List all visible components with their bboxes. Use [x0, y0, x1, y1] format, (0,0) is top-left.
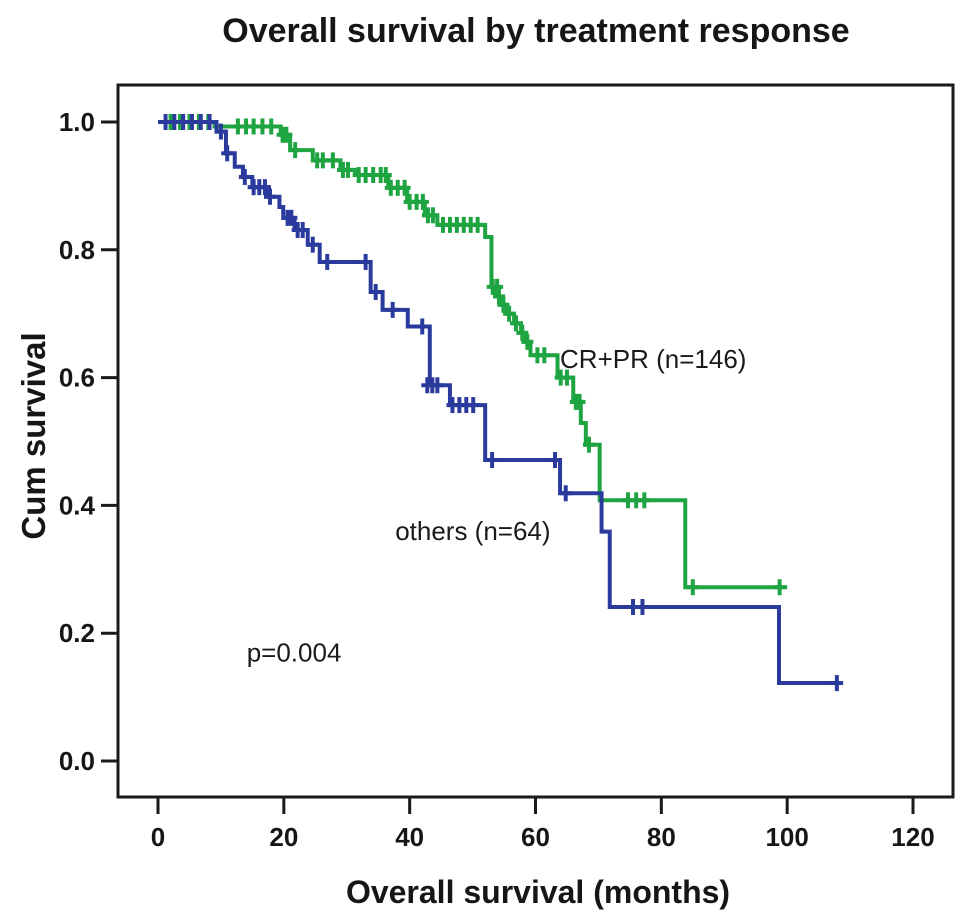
x-tick-label: 80 — [647, 822, 676, 852]
y-tick-label: 0.8 — [59, 235, 95, 265]
x-tick-label: 120 — [891, 822, 934, 852]
series-others — [158, 114, 844, 692]
plot-frame — [116, 83, 955, 799]
y-tick-label: 0.0 — [59, 746, 95, 776]
y-axis-title: Cum survival — [15, 332, 52, 539]
y-tick-label: 1.0 — [59, 107, 95, 137]
series-label-crpr: CR+PR (n=146) — [560, 344, 746, 374]
series-label-others: others (n=64) — [395, 516, 550, 546]
x-tick-label: 100 — [765, 822, 808, 852]
y-tick-label: 0.4 — [59, 490, 96, 520]
plot-border — [116, 83, 955, 799]
survival-curves — [158, 114, 844, 692]
x-axis-title: Overall survival (months) — [346, 874, 730, 910]
chart-title: Overall survival by treatment response — [222, 12, 849, 50]
x-tick-label: 40 — [395, 822, 424, 852]
x-tick-label: 20 — [269, 822, 298, 852]
y-tick-label: 0.6 — [59, 363, 95, 393]
axis-ticks: 0.0 0.2 0.4 0.6 0.8 1.0 0 20 40 60 80 100 120 — [59, 107, 935, 852]
chart-annotations: CR+PR (n=146) others (n=64) p=0.004 — [247, 344, 747, 667]
p-value-label: p=0.004 — [247, 637, 342, 667]
survival-step-curve — [158, 120, 844, 686]
x-tick-label: 0 — [151, 822, 165, 852]
y-tick-label: 0.2 — [59, 618, 95, 648]
x-tick-label: 60 — [521, 822, 550, 852]
